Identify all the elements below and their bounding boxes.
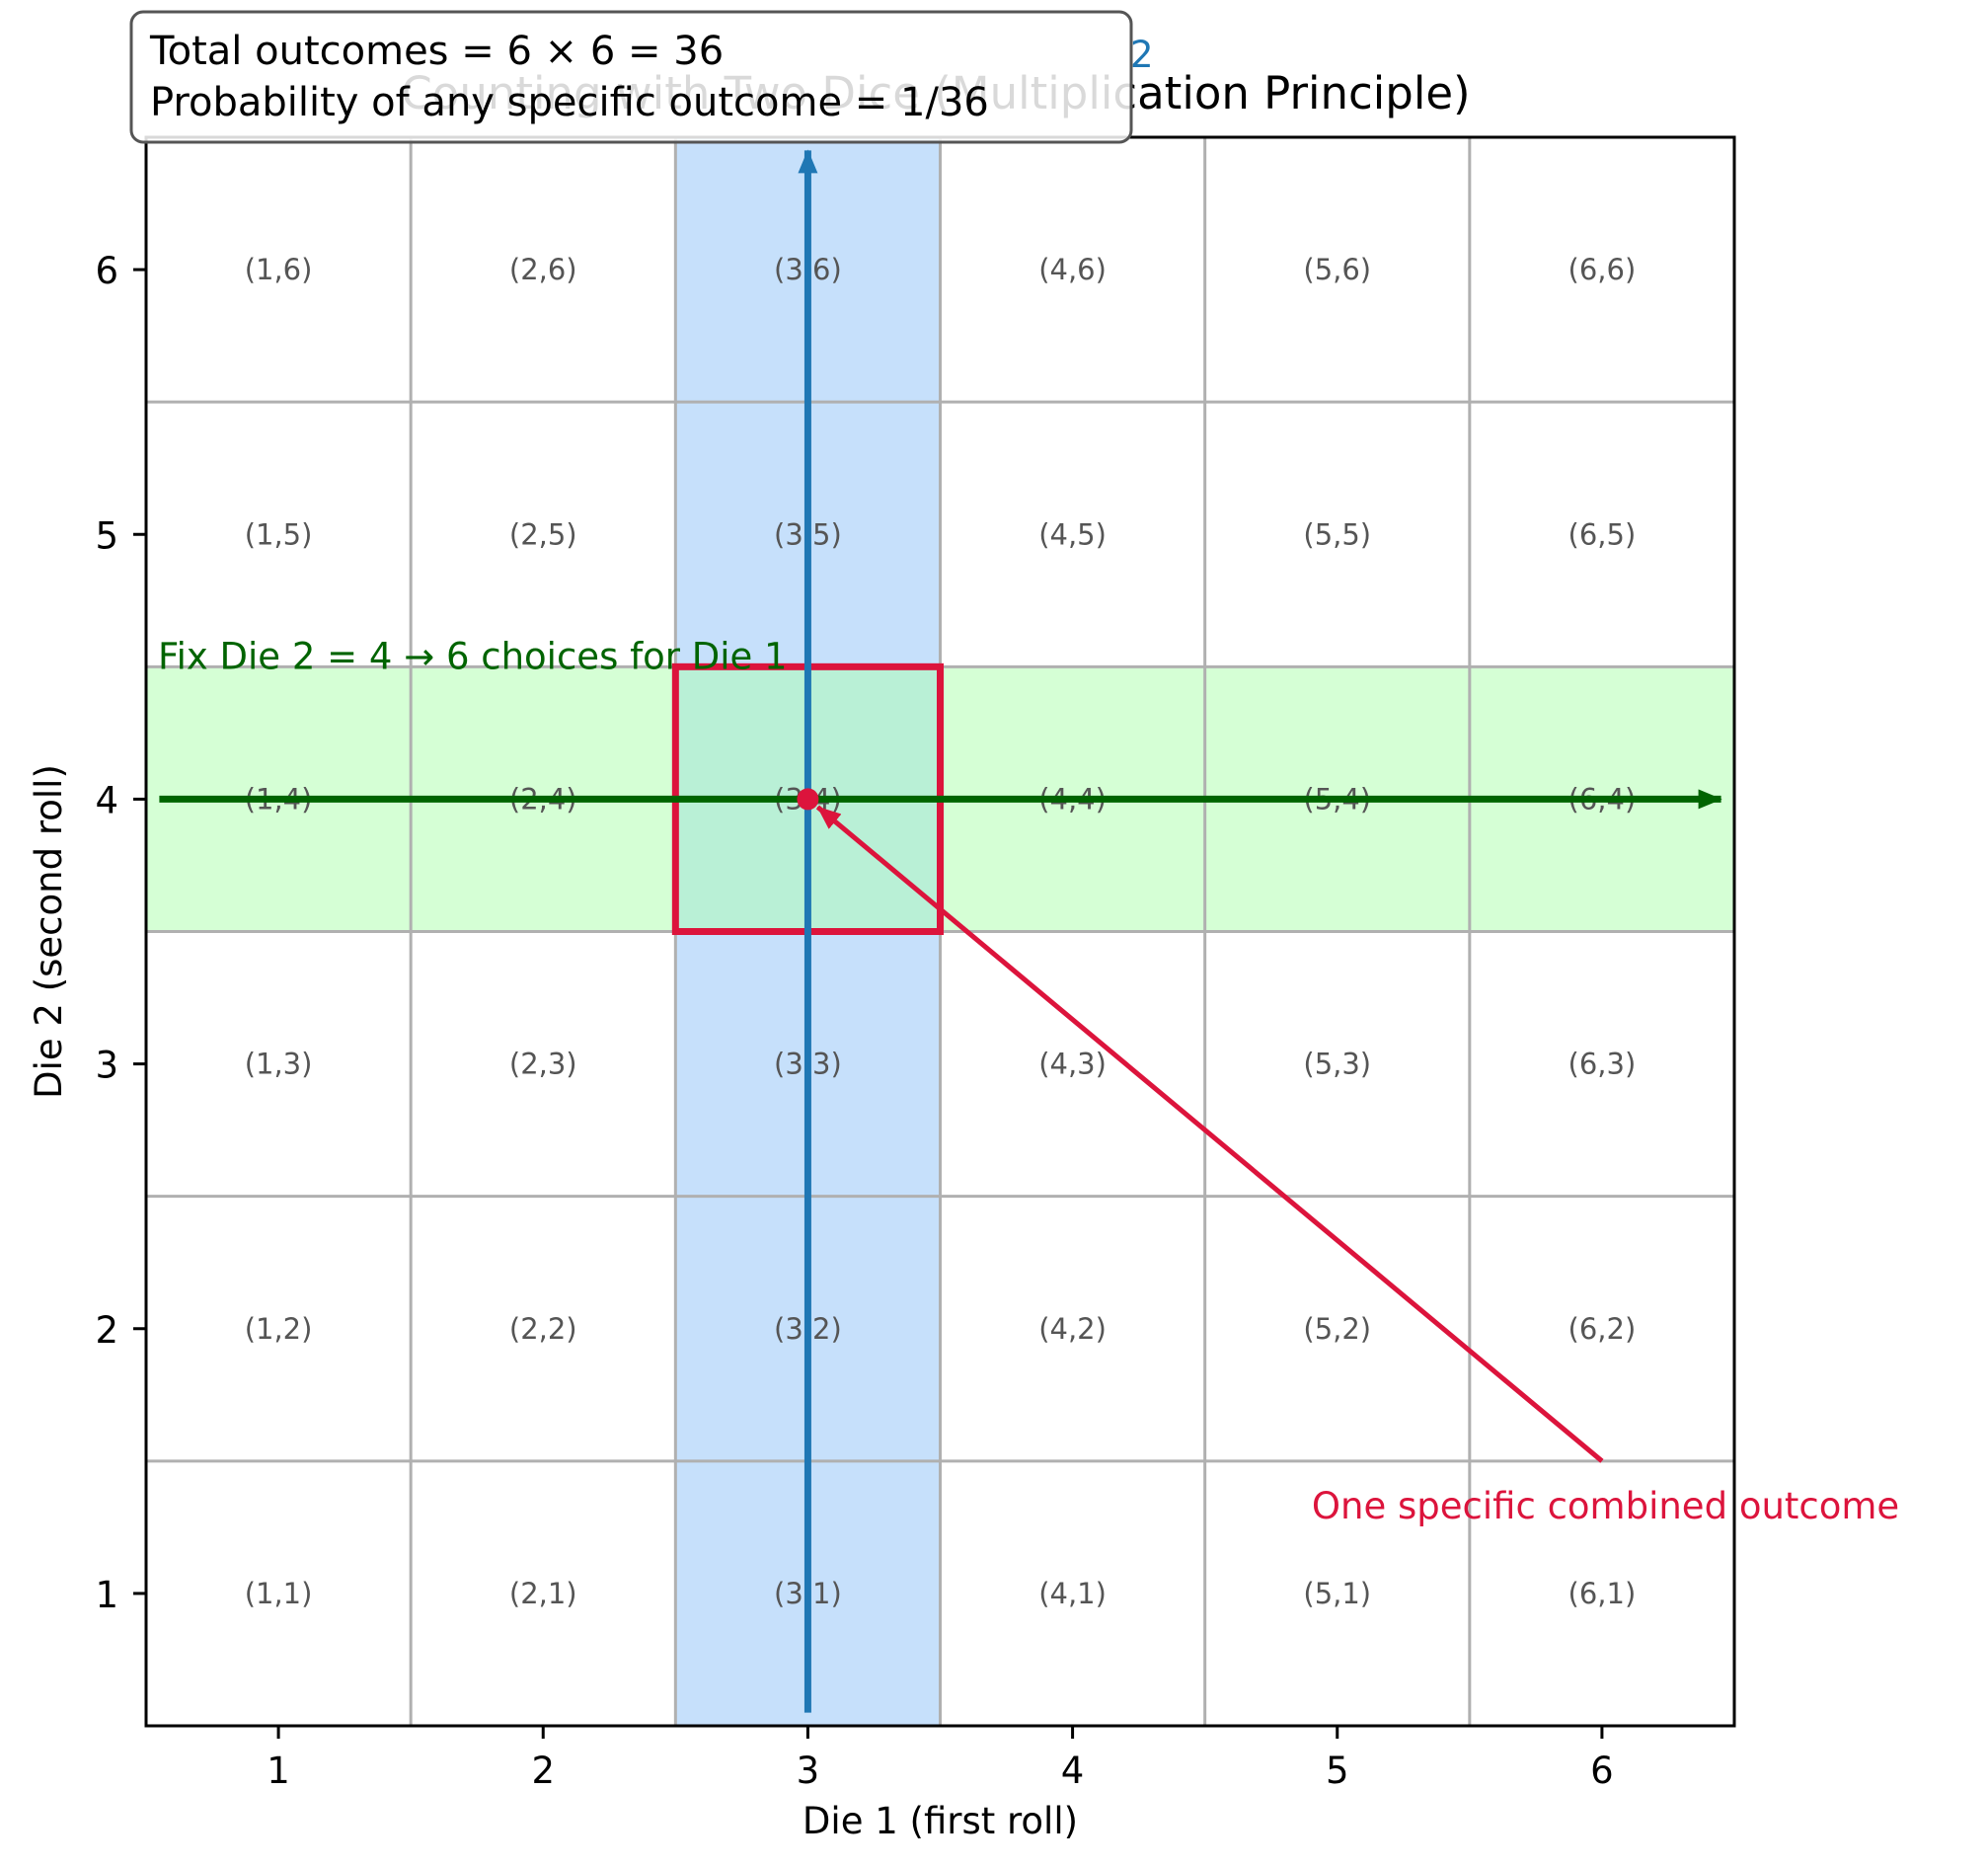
cell-label-6-6: (6,6): [1568, 253, 1637, 286]
cell-label-2-6: (2,6): [509, 253, 577, 286]
cell-label-6-5: (6,5): [1568, 517, 1637, 551]
cell-label-1-1: (1,1): [245, 1577, 313, 1610]
y-tick-label: 5: [95, 514, 118, 557]
cell-label-5-1: (5,1): [1303, 1577, 1371, 1610]
info-box: Total outcomes = 6 × 6 = 36 Probability …: [129, 10, 1133, 144]
pointer-arrow: [815, 805, 1604, 1463]
x-tick-label: 6: [1590, 1750, 1614, 1792]
cell-label-2-3: (2,3): [509, 1048, 577, 1081]
vertical-arrow-annotation: 2: [1130, 34, 1154, 76]
y-tick-label: 4: [95, 779, 118, 821]
cell-label-5-2: (5,2): [1303, 1312, 1371, 1346]
y-axis-label: Die 2 (second roll): [28, 764, 70, 1099]
outcome-annotation: One specific combined outcome: [1312, 1485, 1899, 1527]
info-box-line1: Total outcomes = 6 × 6 = 36: [149, 29, 724, 74]
cell-label-1-6: (1,6): [245, 253, 313, 286]
x-axis-label: Die 1 (first roll): [803, 1800, 1078, 1842]
cell-label-4-3: (4,3): [1038, 1048, 1107, 1081]
cell-label-2-2: (2,2): [509, 1312, 577, 1346]
cell-label-4-5: (4,5): [1038, 517, 1107, 551]
x-tick-label: 4: [1061, 1750, 1085, 1792]
info-box-frame: [129, 10, 1133, 144]
y-tick-label: 3: [95, 1045, 118, 1087]
axes-layer: 1 2 3 4 5 6 1 2 3 4 5 6 Die 1 (first roll) Die 2 (sec…: [28, 135, 1736, 1842]
cell-label-1-2: (1,2): [245, 1312, 313, 1346]
y-tick-label: 1: [95, 1574, 118, 1616]
x-tick-label: 5: [1326, 1750, 1349, 1792]
row-annotation: Fix Die 2 = 4 → 6 choices for Die 1: [158, 635, 788, 677]
cell-label-6-3: (6,3): [1568, 1048, 1637, 1081]
x-tick-label: 3: [797, 1750, 820, 1792]
cell-label-1-3: (1,3): [245, 1048, 313, 1081]
cell-label-5-3: (5,3): [1303, 1048, 1371, 1081]
cell-label-6-2: (6,2): [1568, 1312, 1637, 1346]
cell-label-5-6: (5,6): [1303, 253, 1371, 286]
cell-label-4-6: (4,6): [1038, 253, 1107, 286]
y-tick-label: 2: [95, 1309, 118, 1352]
cell-label-2-5: (2,5): [509, 517, 577, 551]
cell-label-1-5: (1,5): [245, 517, 313, 551]
arrow-layer: Fix Die 2 = 4 → 6 choices for Die 1 One s…: [158, 149, 1899, 1713]
cell-label-5-5: (5,5): [1303, 517, 1371, 551]
cell-label-2-1: (2,1): [509, 1577, 577, 1610]
cell-label-4-2: (4,2): [1038, 1312, 1107, 1346]
y-tick-label: 6: [95, 250, 118, 292]
outcome-marker: [797, 788, 819, 811]
cell-label-4-1: (4,1): [1038, 1577, 1107, 1610]
x-tick-label: 1: [267, 1750, 290, 1792]
info-box-line2: Probability of any specific outcome = 1/…: [150, 80, 989, 125]
x-tick-label: 2: [531, 1750, 555, 1792]
cell-label-6-1: (6,1): [1568, 1577, 1637, 1610]
